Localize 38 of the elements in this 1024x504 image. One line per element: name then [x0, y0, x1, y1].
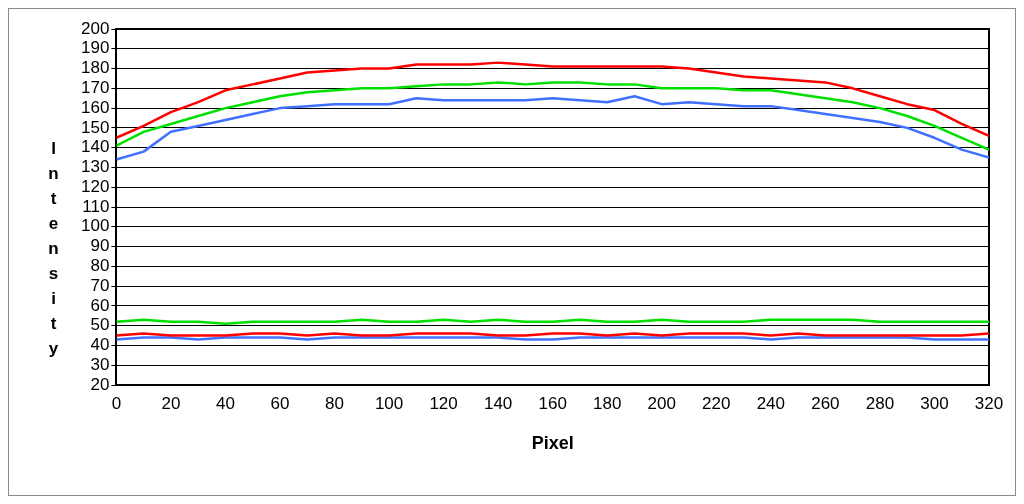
x-tick-label: 240 — [756, 393, 786, 413]
x-tick-label: 100 — [374, 393, 404, 413]
x-axis-title: Pixel — [531, 433, 574, 454]
y-tick-label: 90 — [90, 236, 110, 256]
x-tick-label: 260 — [811, 393, 840, 413]
x-tick-label: 140 — [483, 393, 513, 413]
x-tick-label: 0 — [111, 393, 122, 413]
x-tick-label: 320 — [974, 393, 1004, 413]
x-tick-label: 200 — [647, 393, 676, 413]
x-tick-label: 280 — [865, 393, 895, 413]
x-tick-label: 40 — [215, 393, 235, 413]
y-tick-label: 40 — [90, 335, 110, 355]
y-tick-label: 170 — [80, 78, 110, 98]
y-axis-title: Intensity — [43, 139, 63, 364]
x-tick-label: 220 — [702, 393, 731, 413]
y-tick-label: 150 — [80, 117, 110, 137]
y-tick-label: 190 — [80, 38, 110, 58]
y-tick-label: 80 — [90, 256, 110, 276]
x-tick-label: 60 — [270, 393, 290, 413]
y-tick-label: 20 — [90, 374, 110, 394]
x-tick-label: 20 — [161, 393, 181, 413]
x-tick-label: 80 — [325, 393, 344, 413]
x-tick-label: 300 — [920, 393, 949, 413]
y-tick-label: 160 — [80, 97, 110, 117]
x-tick-label: 180 — [593, 393, 622, 413]
x-tick-label: 120 — [429, 393, 458, 413]
y-tick-label: 180 — [80, 58, 110, 78]
y-tick-label: 30 — [90, 354, 110, 374]
y-tick-label: 120 — [80, 176, 110, 196]
y-tick-label: 70 — [90, 275, 110, 295]
y-tick-label: 130 — [80, 157, 110, 177]
y-tick-label: 60 — [90, 295, 110, 315]
y-tick-label: 110 — [82, 196, 110, 216]
y-tick-label: 140 — [80, 137, 110, 157]
y-tick-label: 50 — [90, 315, 110, 335]
y-tick-label: 100 — [80, 216, 110, 236]
x-tick-label: 160 — [538, 393, 567, 413]
y-tick-label: 200 — [80, 18, 110, 38]
